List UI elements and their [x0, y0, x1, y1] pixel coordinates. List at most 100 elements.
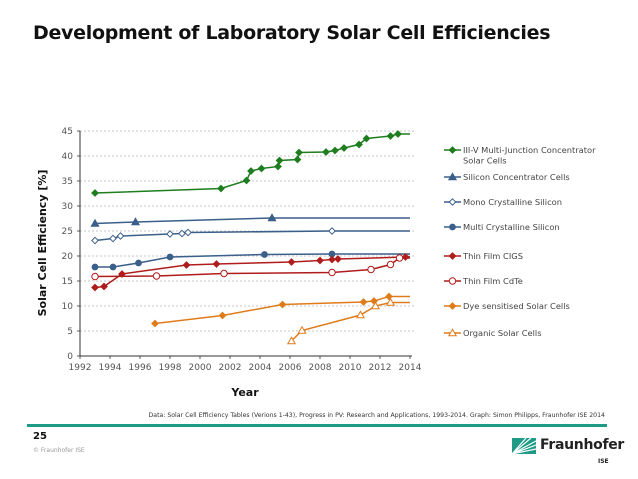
legend-item: Mono Crystalline Silicon	[444, 197, 562, 207]
x-tick-label: 1992	[69, 363, 92, 373]
x-tick-label: 2014	[399, 363, 422, 373]
data-point	[297, 325, 307, 334]
y-tick-label: 35	[62, 177, 73, 187]
fraunhofer-logo: Fraunhofer ISE	[512, 437, 624, 473]
x-tick-label: 1998	[159, 363, 182, 373]
data-point	[328, 255, 336, 264]
legend-item: Dye sensitised Solar Cells	[444, 301, 570, 311]
series-line	[94, 217, 410, 225]
logo-subtext: ISE	[598, 458, 609, 465]
y-tick-label: 30	[62, 202, 74, 212]
data-point	[217, 184, 225, 193]
data-point	[220, 269, 228, 278]
legend-item: Thin Film CdTe	[444, 276, 523, 286]
data-point	[395, 254, 404, 262]
data-point	[182, 261, 191, 269]
data-point	[331, 146, 339, 155]
y-tick-label: 5	[67, 327, 73, 337]
data-point	[370, 301, 381, 310]
data-point	[166, 230, 174, 238]
data-point	[355, 310, 366, 319]
legend-label: Thin Film CdTe	[462, 276, 523, 286]
data-point	[386, 260, 395, 269]
legend-label: Multi Crystalline Silicon	[463, 222, 560, 232]
x-axis-label: Year	[230, 386, 259, 399]
legend-label: Mono Crystalline Silicon	[463, 197, 562, 207]
data-point	[109, 234, 117, 243]
x-tick-label: 2010	[339, 363, 362, 373]
slide-title: Development of Laboratory Solar Cell Eff…	[33, 22, 551, 44]
x-tick-label: 2004	[249, 363, 272, 373]
legend-label: Dye sensitised Solar Cells	[463, 301, 570, 311]
page-number: 25	[33, 431, 47, 442]
data-point	[130, 217, 141, 226]
data-point	[385, 297, 396, 306]
series-line	[290, 301, 410, 342]
data-point	[287, 258, 296, 266]
data-point	[184, 228, 192, 237]
legend-label: Organic Solar Cells	[463, 328, 542, 338]
series-line	[94, 230, 410, 242]
legend-marker-icon	[448, 252, 457, 260]
data-point	[166, 253, 174, 261]
data-point	[278, 300, 287, 309]
x-tick-label: 2000	[189, 363, 212, 373]
data-point	[274, 162, 282, 171]
data-point	[275, 156, 284, 165]
data-point	[261, 251, 268, 258]
data-point	[152, 272, 161, 280]
data-point	[295, 148, 303, 157]
x-tick-label: 2008	[309, 363, 332, 373]
y-tick-label: 15	[62, 277, 73, 287]
data-point	[91, 272, 99, 281]
data-point	[247, 167, 255, 175]
series-1	[90, 213, 410, 227]
fraunhofer-logo-icon	[512, 438, 536, 454]
data-point	[267, 213, 277, 222]
legend-marker-icon	[447, 172, 458, 181]
data-point	[91, 236, 99, 245]
series-0	[91, 130, 410, 197]
series-6	[151, 292, 410, 328]
legend-label: Thin Film CIGS	[462, 251, 523, 261]
data-point	[151, 319, 159, 328]
y-tick-label: 25	[62, 227, 73, 237]
data-point	[91, 283, 99, 292]
data-point	[212, 260, 221, 268]
data-point	[135, 259, 142, 267]
data-point	[116, 232, 125, 240]
series-4	[91, 253, 410, 292]
data-point	[286, 336, 297, 345]
y-axis-label: Solar Cell Efficiency [%]	[36, 170, 49, 317]
x-tick-label: 1994	[99, 363, 122, 373]
data-point	[362, 134, 371, 143]
legend-item: Silicon Concentrator Cells	[444, 172, 570, 182]
data-point	[316, 256, 324, 265]
y-tick-label: 20	[62, 252, 74, 262]
series-line	[94, 133, 410, 194]
data-point	[385, 292, 393, 301]
legend-marker-icon	[448, 302, 457, 310]
series-3	[91, 250, 410, 271]
footer-divider	[27, 424, 607, 427]
data-point	[355, 140, 363, 149]
legend-marker-icon	[448, 277, 457, 285]
series-line	[94, 257, 410, 278]
data-point	[334, 255, 342, 263]
data-source-note: Data: Solar Cell Efficiency Tables (Veri…	[148, 412, 605, 419]
data-point	[386, 132, 395, 140]
logo-text: Fraunhofer	[540, 437, 625, 453]
data-point	[359, 298, 368, 306]
data-point	[328, 227, 336, 235]
legend-marker-icon	[448, 198, 457, 206]
data-point	[91, 263, 99, 271]
legend-item: Thin Film CIGS	[444, 251, 523, 261]
data-point	[90, 218, 100, 227]
data-point	[394, 130, 402, 138]
data-point	[328, 268, 336, 277]
x-tick-label: 1996	[129, 363, 152, 373]
legend-marker-icon	[448, 146, 457, 154]
data-point	[322, 148, 330, 156]
